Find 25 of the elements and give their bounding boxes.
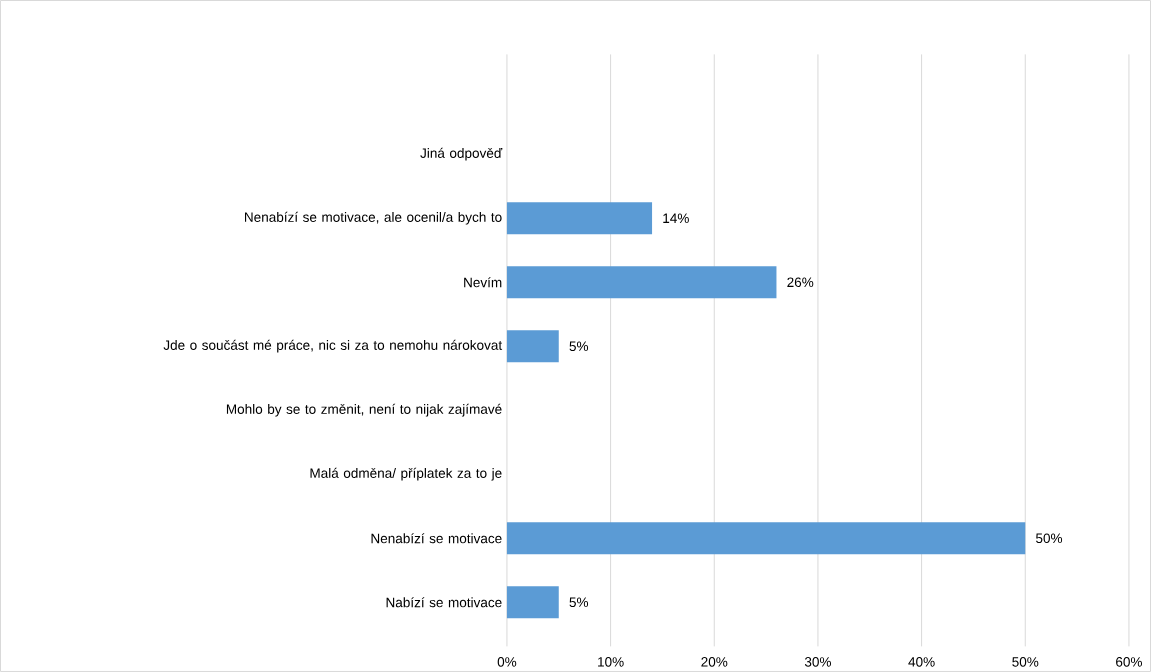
data-label: 5% [569, 597, 589, 607]
bar [506, 586, 559, 619]
x-tick-label: 50% [1012, 657, 1039, 667]
y-tick-label: Malá odměna/ příplatek za to je [310, 467, 502, 481]
bar [506, 522, 1026, 555]
x-tick-label: 0% [497, 657, 517, 667]
y-tick-label: Nenabízí se motivace, ale ocenil/a bych to [245, 211, 502, 225]
y-tick-label: Mohlo by se to změnit, není to nijak zajímavé [226, 403, 502, 417]
x-tick-label: 60% [1116, 657, 1142, 667]
y-tick-label: Nenabízí se motivace [371, 533, 502, 544]
bar [506, 330, 559, 363]
y-tick-label: Jiná odpověď [420, 147, 503, 161]
x-tick-label: 20% [701, 657, 728, 667]
y-tick-label: Nevím [464, 277, 502, 288]
bar [506, 202, 653, 235]
bar [506, 266, 777, 299]
x-tick-label: 30% [804, 657, 831, 667]
data-label: 50% [1036, 533, 1063, 544]
x-tick-label: 40% [908, 657, 935, 667]
x-tick-label: 10% [598, 657, 624, 667]
data-label: 5% [569, 341, 589, 351]
data-label: 26% [787, 277, 814, 288]
y-tick-label: Jde o součást mé práce, nic si za to nemohu nárokovat [163, 339, 503, 353]
y-tick-label: Nabízí se motivace [386, 597, 502, 608]
data-label: 14% [663, 213, 689, 223]
